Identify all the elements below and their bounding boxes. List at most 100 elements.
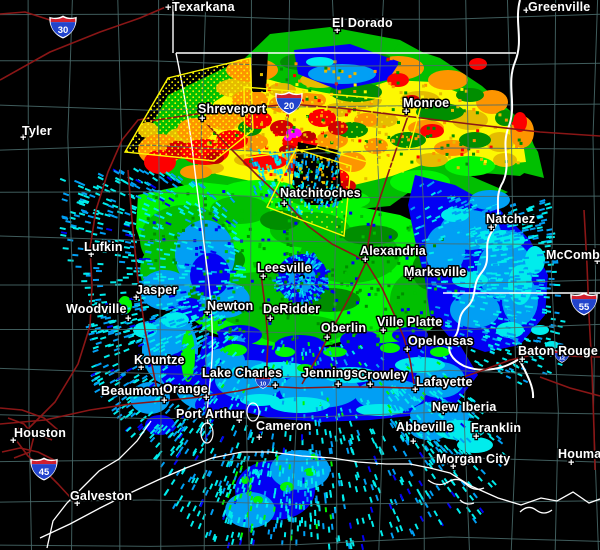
radar-echo-blob (297, 364, 313, 372)
radar-echo-blob (513, 112, 527, 132)
shield-number: 10 (260, 381, 266, 387)
radar-echo-blob (306, 57, 334, 67)
city-label-crowley: Crowley (358, 368, 408, 382)
sabine-lake (200, 422, 214, 444)
city-marker-crowley: + (367, 379, 373, 391)
radar-echo-blob (441, 208, 469, 222)
highway-houston-loop (7, 417, 35, 459)
city-marker-galveston: + (74, 498, 80, 510)
radar-echo-layer (59, 27, 574, 550)
radar-echo-blob (469, 58, 487, 70)
city-label-galveston: Galveston (70, 489, 132, 503)
county-line (550, 0, 559, 550)
radar-echo-blob (476, 90, 508, 114)
county-line (0, 499, 600, 506)
radar-speckle-field (272, 251, 331, 306)
radar-speckle-field (85, 294, 245, 442)
radar-echo-blob (241, 476, 249, 484)
city-marker-franklin: + (473, 431, 479, 443)
highway-i30 (0, 5, 169, 81)
interstate-shield-12: 12 (553, 349, 571, 363)
city-label-kountze: Kountze (134, 353, 185, 367)
county-line (506, 0, 518, 550)
highway-houston-3 (15, 427, 53, 441)
city-label-deridder: DeRidder (263, 302, 320, 316)
shield-number: 30 (58, 25, 69, 36)
radar-echo-blob (181, 330, 195, 382)
shield-blue-body-icon (31, 464, 57, 480)
city-marker-beaumont: + (161, 395, 167, 407)
shield-red-band-icon (50, 17, 76, 23)
radar-speckle-field (216, 448, 346, 546)
city-marker-oberlin: + (324, 332, 330, 344)
rivers-coastline-layer (39, 0, 600, 549)
city-label-baton-rouge: Baton Rouge (518, 344, 598, 358)
warning-polygon-tx-box (123, 57, 254, 162)
interstate-shield-20: 20 (275, 91, 303, 115)
city-label-tyler: Tyler (22, 124, 52, 138)
city-label-newton: Newton (207, 299, 253, 313)
warning-polygon-natchitoches-box (266, 148, 352, 237)
highway-us59 (24, 117, 151, 433)
city-label-ville-platte: Ville Platte (377, 315, 442, 329)
interstate-shield-45: 45 (30, 457, 58, 481)
radar-speckle-field (454, 198, 561, 300)
radar-echo-blob (456, 88, 484, 102)
county-line (0, 60, 600, 67)
city-marker-morgan-city: + (450, 461, 456, 473)
radar-echo-blob (531, 325, 549, 335)
city-label-orange: Orange (163, 382, 208, 396)
city-marker-texarkana: + (165, 2, 171, 14)
city-marker-ville-platte: + (380, 325, 386, 337)
city-marker-opelousas: + (404, 344, 410, 356)
city-marker-new-iberia: + (440, 406, 446, 418)
bayou-2 (519, 506, 553, 514)
city-marker-natchez: + (488, 222, 494, 234)
city-marker-cameron: + (256, 432, 262, 444)
shield-blue-body-icon (276, 98, 302, 114)
highway-i10 (0, 353, 600, 425)
bayou-1 (427, 478, 485, 490)
shield-red-band-icon (554, 350, 570, 354)
highway-us171 (260, 273, 269, 387)
city-label-woodville: Woodville (66, 302, 127, 316)
radar-echo-blob (253, 496, 263, 504)
radar-echo-blob (308, 64, 376, 84)
interstate-shield-10: 10 (254, 375, 272, 389)
city-label-shreveport: Shreveport (198, 102, 267, 116)
city-marker-abbeville: + (410, 436, 416, 448)
radar-echo-blob (445, 156, 495, 176)
city-label-houston: Houston (14, 426, 66, 440)
radar-echo-blob (425, 225, 465, 275)
city-label-leesville: Leesville (257, 261, 312, 275)
city-marker-houma: + (568, 457, 574, 469)
shield-number: 45 (39, 467, 50, 478)
city-label-franklin: Franklin (471, 421, 521, 435)
mississippi-river (448, 0, 535, 399)
city-marker-houston: + (10, 435, 16, 447)
city-marker-orange: + (203, 392, 209, 404)
city-label-jasper: Jasper (136, 283, 178, 297)
bayou-3 (459, 499, 475, 505)
city-marker-woodville: + (125, 313, 131, 325)
city-label-mccomb: McComb (546, 248, 600, 262)
radar-echo-blob (255, 315, 345, 345)
shield-red-band-icon (255, 376, 271, 380)
interstate-shield-30: 30 (49, 15, 77, 39)
city-label-opelousas: Opelousas (408, 334, 474, 348)
city-marker-el-dorado: + (334, 25, 340, 37)
county-line (0, 13, 600, 20)
city-label-oberlin: Oberlin (321, 321, 366, 335)
city-label-port-arthur: Port Arthur (176, 407, 244, 421)
shield-number: 55 (579, 302, 590, 313)
city-marker-monroe: + (403, 106, 409, 118)
radar-echo-blob (395, 357, 445, 373)
city-marker-deridder: + (267, 313, 273, 325)
city-label-el-dorado: El Dorado (332, 16, 393, 30)
interstate-shields-layer: 30 20 55 45 10 12 (30, 15, 598, 481)
city-marker-leesville: + (260, 271, 266, 283)
shield-number: 12 (559, 355, 565, 361)
radar-echo-blob (250, 362, 310, 378)
